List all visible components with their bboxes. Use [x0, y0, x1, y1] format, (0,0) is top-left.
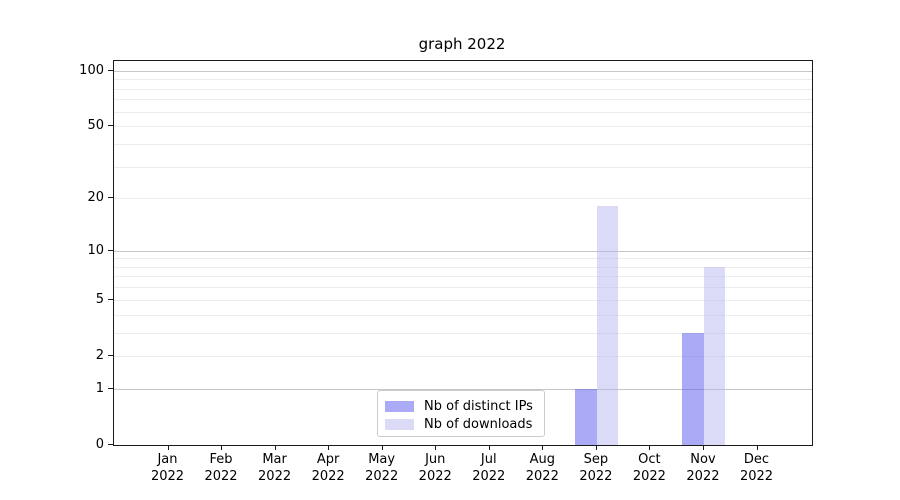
y-tick-label-2: 2 — [95, 347, 104, 363]
gridline-minor-80 — [114, 88, 812, 90]
y-tickmark-1 — [108, 387, 113, 389]
gridline-major-100 — [114, 70, 812, 72]
legend-label-downloads: Nb of downloads — [424, 416, 533, 432]
x-tick-label-oct: Oct 2022 — [632, 452, 666, 484]
x-tick-label-jul: Jul 2022 — [472, 452, 506, 484]
gridline-minor-2 — [114, 355, 812, 357]
gridline-minor-9 — [114, 258, 812, 260]
legend-swatch-distinct-ips — [385, 400, 414, 412]
x-tick-label-may: May 2022 — [365, 452, 399, 484]
y-tickmark-10 — [108, 249, 113, 251]
y-tick-label-100: 100 — [79, 62, 104, 78]
x-tick-label-feb: Feb 2022 — [204, 452, 238, 484]
x-tick-label-aug: Aug 2022 — [525, 452, 559, 484]
x-tickmark-jan — [167, 445, 169, 450]
y-tick-label-5: 5 — [95, 291, 104, 307]
legend-swatch-downloads — [385, 418, 414, 430]
gridline-minor-8 — [114, 266, 812, 268]
x-tickmark-may — [381, 445, 383, 450]
y-tick-label-20: 20 — [87, 190, 104, 206]
x-tick-label-jan: Jan 2022 — [150, 452, 185, 484]
x-tick-label-apr: Apr 2022 — [311, 452, 345, 484]
legend-item-downloads: Nb of downloads — [385, 415, 536, 433]
x-tickmark-aug — [542, 445, 544, 450]
y-tickmark-20 — [108, 197, 113, 199]
bar-nov-distinct-ips — [682, 332, 704, 445]
y-tick-label-10: 10 — [87, 242, 104, 258]
gridline-minor-40 — [114, 143, 812, 145]
x-tick-label-sep: Sep 2022 — [579, 452, 613, 484]
chart-title: graph 2022 — [418, 35, 506, 53]
x-tickmark-mar — [274, 445, 276, 450]
gridline-minor-70 — [114, 99, 812, 101]
x-tick-label-mar: Mar 2022 — [258, 452, 292, 484]
x-tickmark-jun — [435, 445, 437, 450]
gridline-minor-20 — [114, 198, 812, 200]
x-tickmark-apr — [328, 445, 330, 450]
y-tickmark-100 — [108, 69, 113, 71]
gridline-minor-5 — [114, 299, 812, 301]
gridline-minor-3 — [114, 332, 812, 334]
x-tickmark-jul — [488, 445, 490, 450]
gridline-major-1 — [114, 388, 812, 390]
y-tickmark-5 — [108, 298, 113, 300]
bar-nov-downloads — [703, 266, 726, 445]
x-tickmark-oct — [649, 445, 651, 450]
x-tickmark-sep — [595, 445, 597, 450]
gridline-minor-90 — [114, 79, 812, 81]
y-tickmark-2 — [108, 354, 113, 356]
x-tickmark-nov — [702, 445, 704, 450]
gridline-minor-7 — [114, 276, 812, 278]
gridline-minor-50 — [114, 126, 812, 128]
x-tick-label-dec: Dec 2022 — [739, 452, 774, 484]
bar-sep-downloads — [596, 206, 619, 445]
x-tickmark-feb — [221, 445, 223, 450]
x-tick-label-nov: Nov 2022 — [686, 452, 720, 484]
legend: Nb of distinct IPs Nb of downloads — [377, 390, 545, 437]
bar-sep-distinct-ips — [575, 388, 597, 445]
y-tick-label-0: 0 — [95, 437, 104, 452]
legend-label-distinct-ips: Nb of distinct IPs — [424, 398, 533, 414]
legend-item-distinct-ips: Nb of distinct IPs — [385, 397, 536, 415]
gridline-minor-4 — [114, 314, 812, 316]
x-tickmark-dec — [756, 445, 758, 450]
x-tick-label-jun: Jun 2022 — [418, 452, 452, 484]
plot-area — [113, 60, 813, 446]
gridline-minor-60 — [114, 111, 812, 113]
y-tick-label-1: 1 — [95, 380, 104, 396]
gridline-major-10 — [114, 250, 812, 252]
y-tickmark-0 — [108, 444, 113, 445]
gridline-minor-30 — [114, 166, 812, 168]
y-tick-label-50: 50 — [87, 118, 104, 134]
y-tickmark-50 — [108, 125, 113, 127]
gridline-minor-6 — [114, 287, 812, 289]
